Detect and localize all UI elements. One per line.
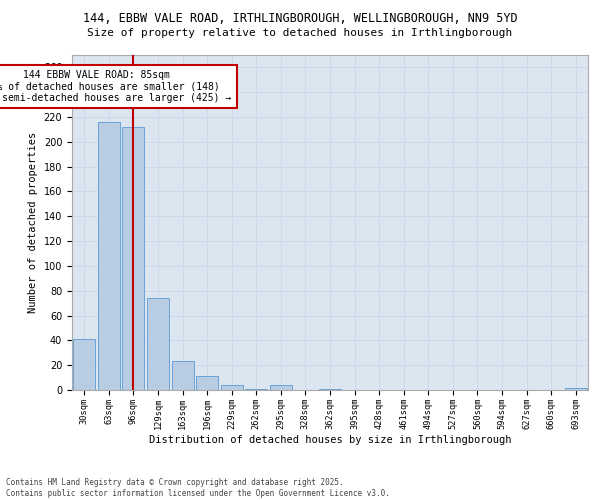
Bar — [172, 362, 194, 390]
Text: Contains HM Land Registry data © Crown copyright and database right 2025.
Contai: Contains HM Land Registry data © Crown c… — [6, 478, 390, 498]
Bar — [565, 388, 587, 390]
Bar — [73, 339, 95, 390]
Bar — [319, 389, 341, 390]
X-axis label: Distribution of detached houses by size in Irthlingborough: Distribution of detached houses by size … — [149, 434, 511, 444]
Bar — [221, 385, 243, 390]
Bar — [147, 298, 169, 390]
Bar — [98, 122, 120, 390]
Bar — [196, 376, 218, 390]
Bar — [245, 389, 268, 390]
Text: Size of property relative to detached houses in Irthlingborough: Size of property relative to detached ho… — [88, 28, 512, 38]
Bar — [270, 385, 292, 390]
Text: 144, EBBW VALE ROAD, IRTHLINGBOROUGH, WELLINGBOROUGH, NN9 5YD: 144, EBBW VALE ROAD, IRTHLINGBOROUGH, WE… — [83, 12, 517, 26]
Bar — [122, 127, 145, 390]
Text: 144 EBBW VALE ROAD: 85sqm
← 26% of detached houses are smaller (148)
73% of semi: 144 EBBW VALE ROAD: 85sqm ← 26% of detac… — [0, 70, 232, 103]
Y-axis label: Number of detached properties: Number of detached properties — [28, 132, 38, 313]
